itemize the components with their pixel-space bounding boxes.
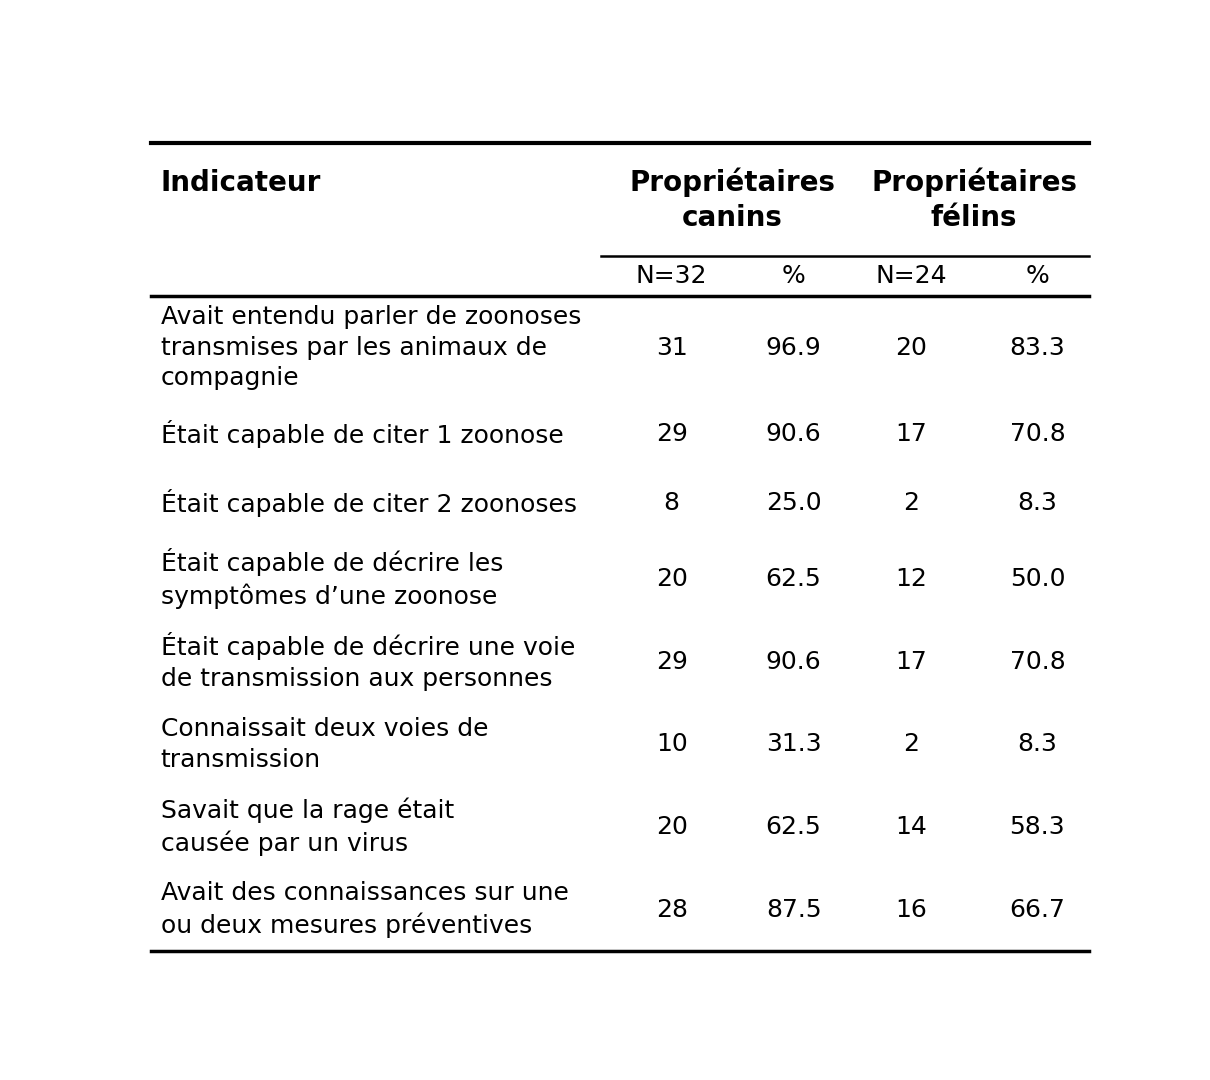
Text: 25.0: 25.0 [766,490,822,515]
Text: 29: 29 [656,422,687,446]
Text: 70.8: 70.8 [1009,649,1065,674]
Text: 96.9: 96.9 [766,336,822,360]
Text: %: % [1026,264,1049,288]
Text: %: % [782,264,806,288]
Text: 17: 17 [895,649,927,674]
Text: 66.7: 66.7 [1009,897,1065,922]
Text: 8.3: 8.3 [1018,732,1058,756]
Text: 83.3: 83.3 [1009,336,1065,360]
Text: Avait des connaissances sur une
ou deux mesures préventives: Avait des connaissances sur une ou deux … [161,881,569,939]
Text: Propriétaires
canins: Propriétaires canins [629,167,836,231]
Text: 31: 31 [656,336,687,360]
Text: Était capable de décrire une voie
de transmission aux personnes: Était capable de décrire une voie de tra… [161,632,575,691]
Text: 20: 20 [895,336,927,360]
Text: Indicateur: Indicateur [161,168,321,197]
Text: 29: 29 [656,649,687,674]
Text: 12: 12 [895,567,927,591]
Text: 62.5: 62.5 [766,815,822,839]
Text: 10: 10 [656,732,687,756]
Text: 50.0: 50.0 [1009,567,1065,591]
Text: 31.3: 31.3 [766,732,822,756]
Text: Était capable de citer 1 zoonose: Était capable de citer 1 zoonose [161,420,564,448]
Text: Avait entendu parler de zoonoses
transmises par les animaux de
compagnie: Avait entendu parler de zoonoses transmi… [161,305,581,390]
Text: 8.3: 8.3 [1018,490,1058,515]
Text: N=24: N=24 [875,264,946,288]
Text: 20: 20 [656,567,687,591]
Text: 62.5: 62.5 [766,567,822,591]
Text: Était capable de décrire les
symptômes d’une zoonose: Était capable de décrire les symptômes d… [161,549,503,609]
Text: 28: 28 [656,897,687,922]
Text: N=32: N=32 [636,264,708,288]
Text: 17: 17 [895,422,927,446]
Text: 90.6: 90.6 [766,649,822,674]
Text: 14: 14 [895,815,927,839]
Text: Connaissait deux voies de
transmission: Connaissait deux voies de transmission [161,717,488,771]
Text: 2: 2 [903,490,918,515]
Text: 70.8: 70.8 [1009,422,1065,446]
Text: Savait que la rage était
causée par un virus: Savait que la rage était causée par un v… [161,798,454,856]
Text: 58.3: 58.3 [1009,815,1065,839]
Text: 8: 8 [664,490,680,515]
Text: Était capable de citer 2 zoonoses: Était capable de citer 2 zoonoses [161,489,577,517]
Text: 16: 16 [895,897,927,922]
Text: 20: 20 [656,815,687,839]
Text: 90.6: 90.6 [766,422,822,446]
Text: Propriétaires
félins: Propriétaires félins [871,167,1077,231]
Text: 87.5: 87.5 [766,897,822,922]
Text: 2: 2 [903,732,918,756]
